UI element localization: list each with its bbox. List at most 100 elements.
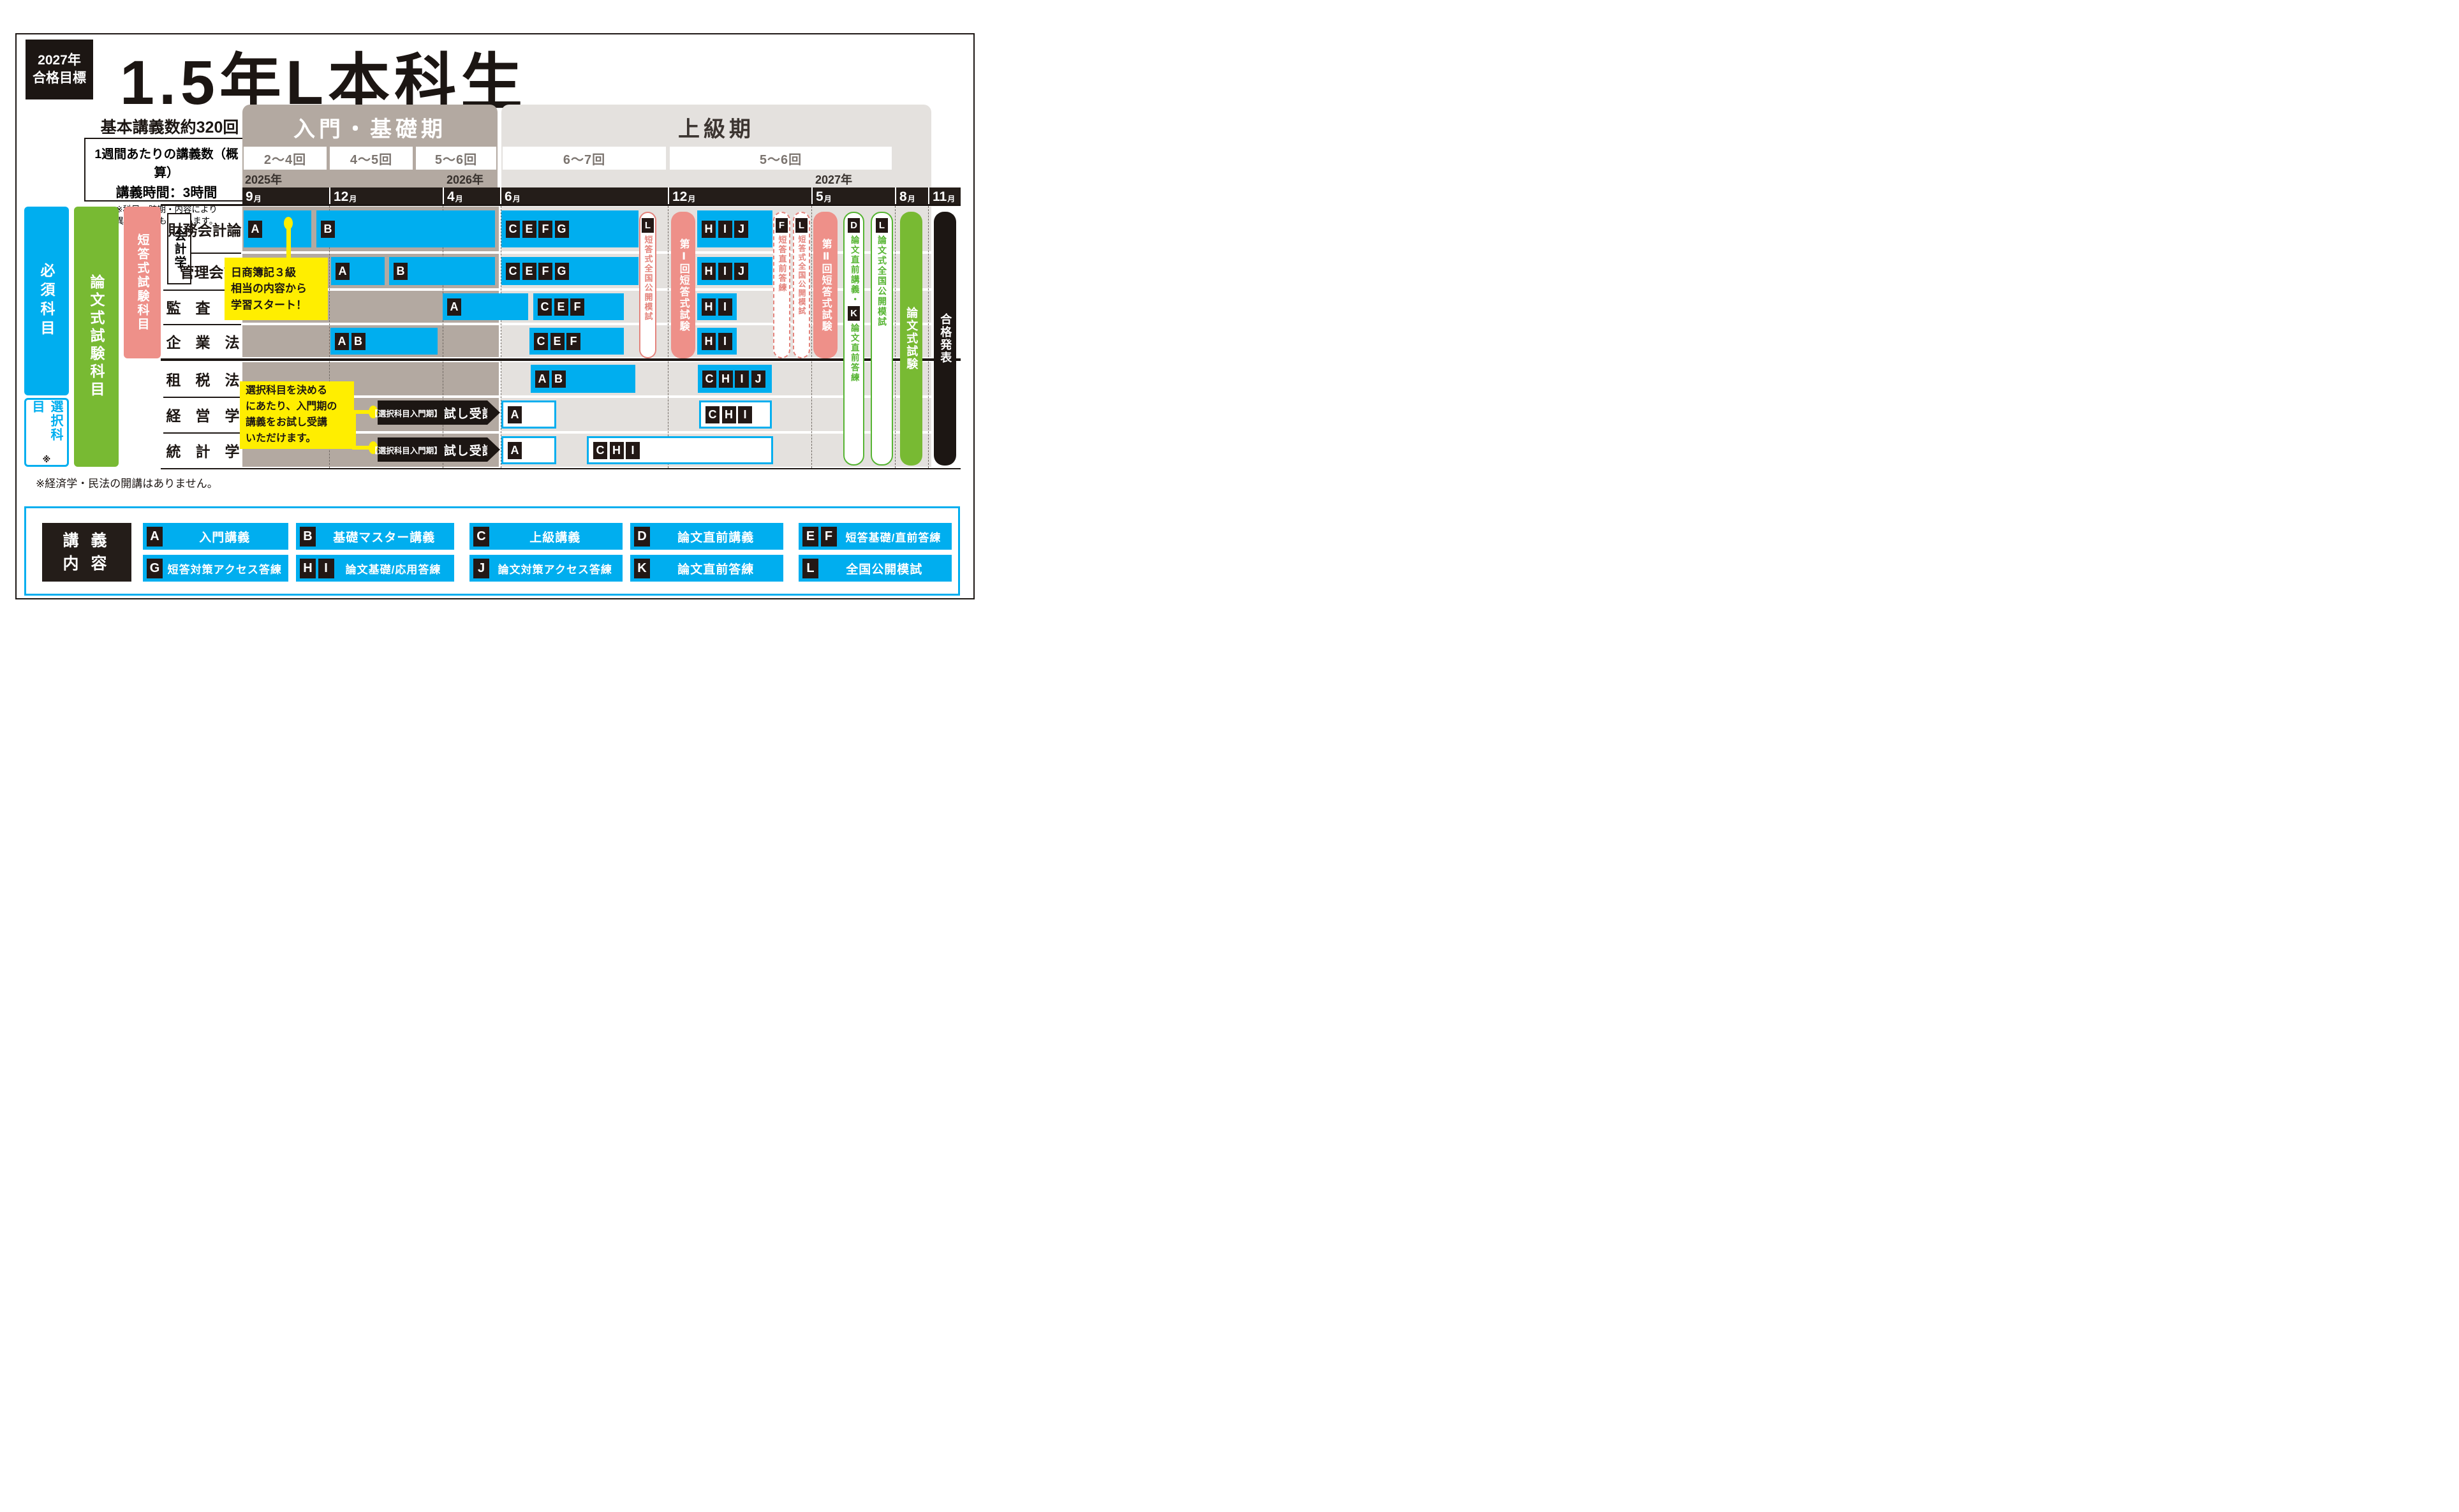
month-unit: 月 [349, 195, 357, 203]
lecture-letter-badge: F [566, 332, 580, 350]
legend-letter-badge: D [634, 526, 650, 547]
legend-item-label: 短答対策アクセス答練 [167, 563, 282, 576]
lecture-letter-badge: C [506, 262, 520, 280]
week-count-box-0: 2〜4回 [244, 147, 327, 170]
legend-item-label: 論文直前講義 [677, 531, 755, 545]
capsule-text: 第Ⅱ回短答式試験 [820, 238, 831, 332]
capsule-tanto-zenkoku-moshi-1: L 短答式全国公開模試 [639, 212, 656, 358]
callout1-line: 日商簿記３級 [231, 266, 296, 279]
month-number: 8 [899, 189, 907, 204]
month-guide-line-5 [895, 206, 896, 468]
trial-tag-bracket: 【選択科目入門期】 [370, 409, 442, 418]
callout1-line: 学習スタート！ [231, 298, 307, 311]
capsule-tanto-zenkoku-moshi-2: L 短答式全国公開模試 [793, 212, 810, 358]
short-answer-subjects-label: 短答式試験科目 [135, 233, 149, 332]
month-unit: 月 [455, 195, 463, 203]
lecture-letter-badge: A [447, 298, 461, 316]
month-guide-line-4 [811, 206, 812, 468]
month-number: 12 [334, 189, 349, 204]
subject-separator-2 [163, 324, 241, 325]
legend-letter-badge: E [802, 526, 818, 547]
legend-letter-badge: B [300, 526, 316, 547]
schedule-bar-0-1: B [316, 210, 495, 247]
legend-item-label: 論文直前答練 [677, 562, 755, 576]
schedule-bar-2-0: A [443, 293, 528, 320]
lecture-letter-badge: E [522, 262, 536, 280]
callout1-line: 相当の内容から [231, 283, 307, 295]
trial-tag-label: 試し受講 [443, 407, 495, 421]
capsule-letter-badge: K [848, 305, 860, 321]
elective-subjects-label: 選択科目 [30, 400, 63, 442]
capsule-tanto-exam-2: 第Ⅱ回短答式試験 [813, 212, 838, 358]
month-unit: 月 [947, 195, 956, 203]
lecture-letter-badge: F [538, 220, 552, 238]
lecture-letter-badge: H [609, 441, 624, 459]
lecture-letter-badge: F [538, 262, 552, 280]
callout2-dot-2 [369, 441, 378, 454]
capsule-ronbun-chokuzen: D 論文直前講義・ K 論文直前答練 [843, 212, 864, 466]
legend-item-9: L 全国公開模試 [799, 555, 952, 582]
lecture-info-box: 1週間あたりの講義数（概算） 講義時間：3時間 ※科目・時期・内容により 異なる… [84, 138, 249, 226]
lecture-letter-badge: H [702, 262, 716, 280]
callout2-link-v [352, 410, 356, 448]
elective-subjects-box: 選択科目 ※ [24, 398, 69, 467]
month-number: 12 [672, 189, 688, 204]
trial-tag-label: 試し受講 [443, 444, 495, 458]
month-number: 9 [246, 189, 253, 204]
month-unit: 月 [823, 195, 832, 203]
lecture-letter-badge: B [321, 220, 335, 238]
legend-header: 講 義 内 容 [42, 523, 131, 582]
subject-name: 財務会計論 [168, 222, 242, 239]
subject-label-6: 統 計 学 [163, 434, 242, 467]
lecture-hours-line: 講義時間：3時間 [115, 186, 218, 200]
callout2-link-h1 [347, 410, 373, 414]
lecture-letter-badge: H [718, 370, 733, 388]
callout2-box: 選択科目を決める にあたり、入門期の 講義をお試し受講 いただけます。 [240, 381, 354, 449]
legend-item-label: 論文基礎/応用答練 [345, 563, 441, 576]
month-number: 11 [933, 189, 947, 204]
capsule-letter-badge: L [795, 218, 808, 233]
callout2-line: 選択科目を決める [246, 385, 328, 397]
capsule-text: 論文直前答練 [849, 323, 859, 383]
legend-item-label: 上級講義 [529, 531, 581, 545]
capsule-text: 合格発表 [939, 313, 952, 364]
legend-item-6: H I 論文基礎/応用答練 [296, 555, 454, 582]
legend-item-0: A 入門講義 [143, 523, 288, 550]
legend-letter-badge: L [802, 558, 818, 578]
legend-letter-badge: I [318, 558, 334, 578]
lecture-letter-badge: C [705, 406, 720, 423]
callout2-line: 講義をお試し受講 [246, 417, 328, 428]
legend-letter-badge: G [147, 558, 163, 578]
legend-item-label: 全国公開模試 [846, 562, 923, 576]
legend-letter-badge: H [300, 558, 316, 578]
lecture-letter-badge: A [508, 441, 522, 459]
week-count-box-2: 5〜6回 [416, 147, 496, 170]
lecture-letter-badge: I [738, 406, 752, 423]
lecture-count-heading: 基本講義数約320回 [100, 119, 239, 136]
legend-item-label: 基礎マスター講義 [333, 531, 436, 545]
lecture-letter-badge: G [554, 220, 569, 238]
schedule-bar-1-1: B [389, 257, 495, 285]
essay-exam-subjects-bar: 論文式試験科目 [74, 207, 119, 467]
lecture-letter-badge: I [718, 298, 732, 316]
table-mid-line [161, 358, 961, 361]
poster-page: 2027年 合格目標 1.5年L本科生 基本講義数約320回 1週間あたりの講義… [0, 0, 984, 605]
subject-label-0: 財務会計論計算理論 [168, 207, 265, 251]
schedule-bar-1-0: A [331, 257, 385, 285]
callout1-box: 日商簿記３級 相当の内容から 学習スタート！ [225, 258, 328, 320]
lecture-letter-badge: A [335, 332, 349, 350]
week-count-box-3: 6〜7回 [503, 147, 666, 170]
goal-year: 2027年 [38, 52, 81, 68]
